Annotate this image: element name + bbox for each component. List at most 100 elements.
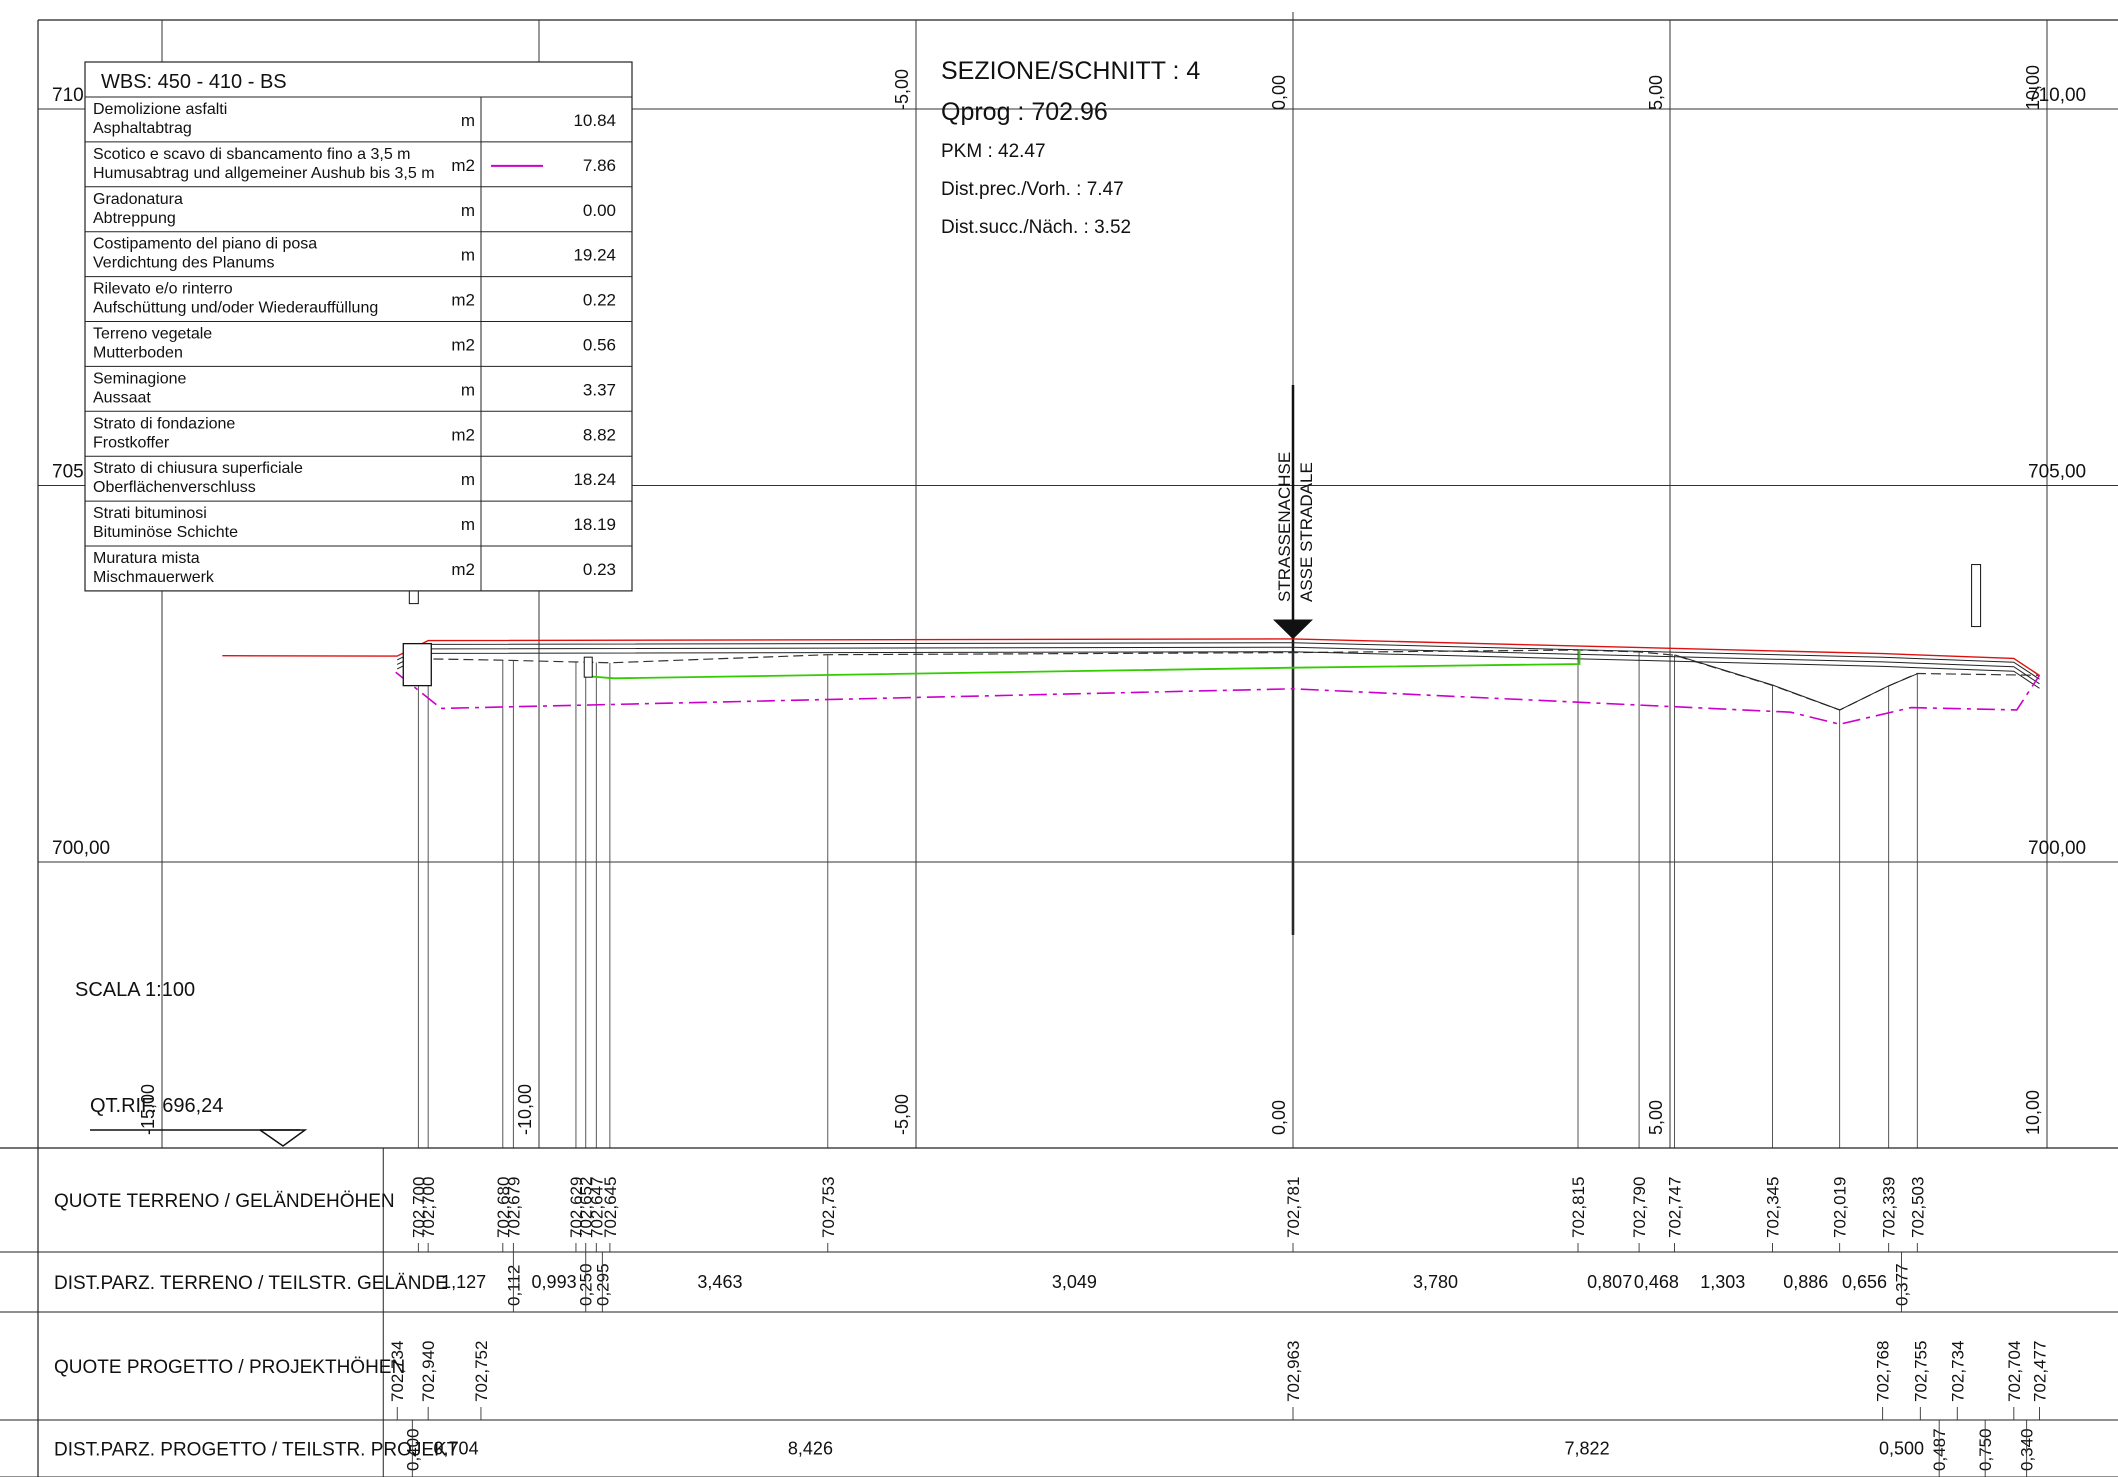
table-item-de: Abtreppung <box>93 210 176 227</box>
elevation-value: 702,734 <box>1948 1341 1967 1402</box>
table-header: WBS: 450 - 410 - BS <box>101 71 287 93</box>
elevation-value: 702,645 <box>601 1177 620 1238</box>
elevation-value: 702,768 <box>1874 1341 1893 1402</box>
distance-value: 0,112 <box>504 1265 523 1306</box>
offset-label-top: 10,00 <box>2023 65 2043 110</box>
band-label: QUOTE PROGETTO / PROJEKTHÖHEN <box>54 1357 405 1378</box>
table-item-de: Verdichtung des Planums <box>93 255 274 272</box>
distance-value: 3,780 <box>1413 1272 1458 1292</box>
table-item-it: Strato di chiusura superficiale <box>93 460 303 477</box>
table-item-de: Oberflächenverschluss <box>93 479 256 496</box>
offset-label-top: 5,00 <box>1646 75 1666 110</box>
table-item-unit: m2 <box>451 336 475 355</box>
distance-value: 0,886 <box>1783 1272 1828 1292</box>
distance-value: 8,426 <box>788 1439 833 1459</box>
elevation-value: 702,680 <box>494 1177 513 1238</box>
table-item-de: Mischmauerwerk <box>93 569 215 586</box>
elevation-value: 702,963 <box>1284 1341 1303 1402</box>
table-item-unit: m2 <box>451 156 475 175</box>
offset-label-bottom: 5,00 <box>1646 1100 1666 1135</box>
elevation-label: 700,00 <box>52 838 110 859</box>
elevation-value: 702,781 <box>1284 1177 1303 1238</box>
elevation-value: 702,629 <box>567 1177 586 1238</box>
curb-block <box>583 656 593 678</box>
elevation-label: 710,00 <box>2028 85 2086 106</box>
distance-value: 0,295 <box>593 1263 612 1306</box>
table-item-it: Rilevato e/o rinterro <box>93 281 233 298</box>
table-item-value: 3.37 <box>583 380 616 399</box>
table-item-value: 0.23 <box>583 560 616 579</box>
axis-elevation-marker <box>1273 619 1313 640</box>
section-pkm: PKM : 42.47 <box>941 141 1046 162</box>
elevation-value: 702,704 <box>2005 1341 2024 1402</box>
table-item-unit: m <box>461 515 475 534</box>
table-item-it: Demolizione asfalti <box>93 101 227 118</box>
table-frame <box>84 61 633 592</box>
table-item-de: Aufschüttung und/oder Wiederauffüllung <box>93 300 378 317</box>
offset-label-top: -5,00 <box>892 69 912 110</box>
elevation-value: 702,734 <box>388 1341 407 1402</box>
table-item-unit: m <box>461 380 475 399</box>
elevation-value: 702,940 <box>419 1341 438 1402</box>
offset-label-top: 0,00 <box>1269 75 1289 110</box>
table-item-de: Frostkoffer <box>93 434 170 451</box>
elevation-value: 702,652 <box>577 1177 596 1238</box>
elevation-value: 702,790 <box>1630 1177 1649 1238</box>
road-axis-labels: STRASSENACHSE ASSE STRADALE <box>1275 452 1316 602</box>
table-item-value: 0.00 <box>583 201 616 220</box>
elevation-value: 702,345 <box>1764 1177 1783 1238</box>
table-item-value: 8.82 <box>583 425 616 444</box>
guardrail-post-right <box>1971 564 1982 628</box>
table-item-unit: m <box>461 470 475 489</box>
table-item-unit: m2 <box>451 560 475 579</box>
table-item-it: Gradonatura <box>93 191 183 208</box>
table-item-unit: m2 <box>451 291 475 310</box>
table-item-it: Strato di fondazione <box>93 415 235 432</box>
elevation-value: 702,477 <box>2030 1341 2049 1402</box>
retaining-wall-block <box>402 642 432 687</box>
distance-value: 0,704 <box>434 1439 479 1459</box>
distance-value: 3,463 <box>697 1272 742 1292</box>
distance-value: 1,127 <box>441 1272 486 1292</box>
distance-value: 3,049 <box>1052 1272 1097 1292</box>
table-item-it: Scotico e scavo di sbancamento fino a 3,… <box>93 146 411 163</box>
section-qprog: Qprog : 702.96 <box>941 98 1108 126</box>
excavation-line <box>395 671 2041 726</box>
elevation-value: 702,503 <box>1908 1177 1927 1238</box>
scale-label: SCALA 1:100 <box>75 979 195 1001</box>
topsoil-line <box>584 649 1581 680</box>
reference-level-label: QT.RIF. 696,24 <box>90 1095 223 1117</box>
offset-label-bottom: -15,00 <box>138 1084 158 1135</box>
distance-value: 0,468 <box>1634 1272 1679 1292</box>
data-bands: QUOTE TERRENO / GELÄNDEHÖHEN 702,700702,7… <box>0 1147 2118 1477</box>
section-info: SEZIONE/SCHNITT : 4 Qprog : 702.96 PKM :… <box>941 57 1200 238</box>
elevation-value: 702,747 <box>1666 1177 1685 1238</box>
elevation-value: 702,339 <box>1880 1177 1899 1238</box>
distance-value: 0,340 <box>2018 1428 2037 1471</box>
distance-value: 0,250 <box>577 1263 596 1306</box>
table-item-value: 18.19 <box>573 515 616 534</box>
ditch-line <box>1674 654 1918 711</box>
offset-label-bottom: 0,00 <box>1269 1100 1289 1135</box>
elevation-value: 702,752 <box>472 1341 491 1402</box>
table-item-it: Terreno vegetale <box>93 326 212 343</box>
offset-label-bottom: 10,00 <box>2023 1090 2043 1135</box>
elevation-value: 702,679 <box>504 1177 523 1238</box>
band-label: DIST.PARZ. PROGETTO / TEILSTR. PROJEKT <box>54 1440 459 1461</box>
table-item-it: Strati bituminosi <box>93 505 207 522</box>
table-item-unit: m <box>461 111 475 130</box>
strassenachse-label: STRASSENACHSE <box>1275 452 1294 602</box>
distance-value: 0,487 <box>1930 1428 1949 1471</box>
distance-value: 0,750 <box>1976 1428 1995 1471</box>
distance-value: 0,500 <box>1879 1439 1924 1459</box>
table-item-value: 18.24 <box>573 470 616 489</box>
elevation-label: 710 <box>52 85 84 106</box>
distance-value: 1,303 <box>1700 1272 1745 1292</box>
table-item-de: Humusabtrag und allgemeiner Aushub bis 3… <box>93 165 435 182</box>
section-dist-next: Dist.succ./Näch. : 3.52 <box>941 217 1131 238</box>
elevation-value: 702,700 <box>409 1177 428 1238</box>
table-item-value: 19.24 <box>573 246 616 265</box>
asse-stradale-label: ASSE STRADALE <box>1297 462 1316 602</box>
table-item-it: Costipamento del piano di posa <box>93 236 317 253</box>
table-item-it: Seminagione <box>93 370 187 387</box>
